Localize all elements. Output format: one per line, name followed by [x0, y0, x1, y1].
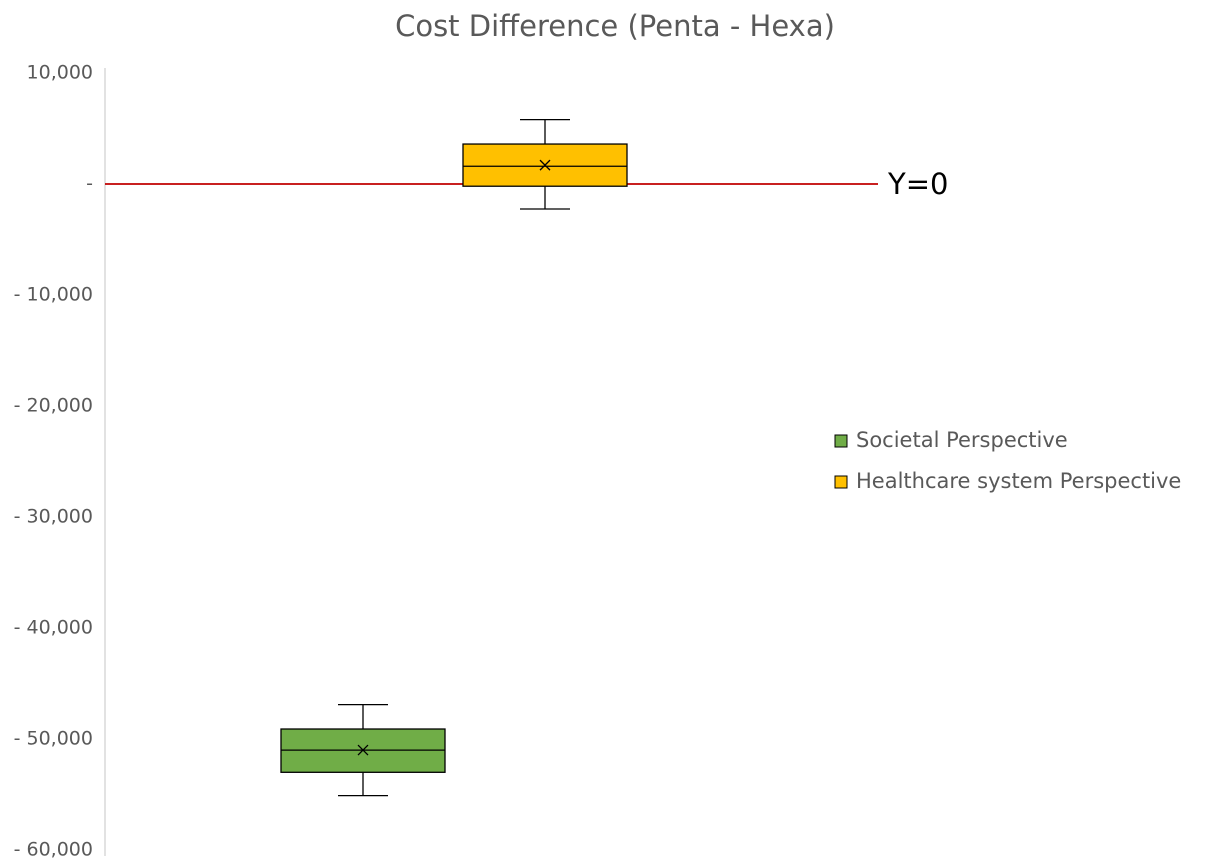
legend-swatch [834, 475, 848, 489]
legend-label: Healthcare system Perspective [856, 469, 1181, 493]
y-tick-label: 10,000 [27, 62, 93, 84]
reference-label: Y=0 [887, 167, 948, 201]
y-tick-label: - 60,000 [14, 839, 93, 861]
chart-title: Cost Difference (Penta - Hexa) [395, 9, 835, 43]
mean-marker [357, 744, 369, 756]
y-tick-label: - 50,000 [14, 728, 93, 750]
y-tick-label: - 20,000 [14, 395, 93, 417]
y-tick-label: - [86, 173, 93, 195]
y-tick-label: - 10,000 [14, 284, 93, 306]
legend-label: Societal Perspective [856, 428, 1068, 452]
y-tick-label: - 30,000 [14, 506, 93, 528]
mean-marker [539, 159, 551, 171]
y-tick-label: - 40,000 [14, 617, 93, 639]
legend-swatch [834, 434, 848, 448]
